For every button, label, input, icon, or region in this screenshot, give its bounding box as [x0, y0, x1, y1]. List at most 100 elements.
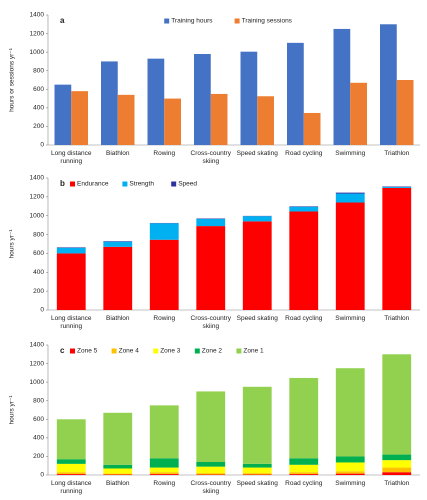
bar-segment [289, 464, 319, 473]
bar-segment [242, 463, 272, 468]
y-axis-label: hours yr⁻¹ [9, 229, 16, 259]
legend-label: Zone 1 [243, 348, 264, 355]
y-tick-label: 400 [33, 105, 44, 112]
bar-segment [335, 202, 365, 310]
y-tick-label: 200 [33, 453, 44, 460]
bar-segment [335, 193, 365, 203]
bar-segment [242, 473, 272, 475]
bar-segment [149, 223, 179, 240]
bar-segment [289, 472, 319, 475]
bar-segment [196, 473, 226, 475]
bar-segment [103, 241, 133, 247]
bar-segment [242, 221, 272, 310]
bar-segment [335, 473, 365, 475]
y-tick-label: 200 [33, 288, 44, 295]
bar-segment [149, 467, 179, 473]
bar-segment [382, 472, 412, 475]
x-tick-label: Swimming [335, 480, 366, 487]
y-tick-label: 800 [33, 231, 44, 238]
x-tick-label: Long distance running [51, 150, 92, 165]
bar-segment [149, 472, 179, 475]
bar [210, 93, 228, 145]
legend-swatch [111, 348, 117, 354]
x-tick-label: Triathlon [384, 315, 410, 322]
bar-segment [196, 466, 226, 474]
bar-segment [103, 473, 133, 475]
bar [194, 54, 211, 145]
x-tick-label: Biathlon [106, 315, 130, 322]
bar-segment [289, 206, 319, 212]
legend-label: Zone 5 [77, 348, 98, 355]
y-axis-label: hours yr⁻¹ [9, 395, 16, 425]
x-tick-label: Cross-country skiing [190, 150, 231, 165]
legend-swatch [171, 181, 177, 187]
bar [350, 82, 367, 145]
x-tick-label: Speed skating [236, 480, 278, 487]
y-tick-label: 1200 [30, 30, 45, 37]
legend-label: Zone 4 [119, 348, 140, 355]
y-tick-label: 1200 [30, 360, 45, 367]
x-tick-label: Rowing [153, 315, 176, 322]
bar-segment [56, 472, 86, 475]
bar-segment [335, 192, 365, 194]
bar-segment [289, 377, 319, 459]
legend-label: Speed [178, 181, 197, 188]
bar [303, 112, 321, 145]
x-tick-label: Road cycling [285, 480, 323, 487]
bar-segment [56, 459, 86, 464]
x-tick-label: Triathlon [384, 150, 410, 157]
legend-label: Strength [129, 181, 154, 188]
legend-label: Zone 2 [202, 348, 223, 355]
y-tick-label: 600 [33, 250, 44, 257]
x-tick-label: Speed skating [236, 315, 278, 322]
bar-segment [196, 226, 226, 310]
legend-swatch [153, 348, 159, 354]
y-tick-label: 1400 [30, 175, 45, 182]
bar-segment [196, 391, 226, 462]
x-tick-label: Long distance running [51, 480, 92, 495]
bar-segment [103, 246, 133, 310]
y-tick-label: 0 [40, 307, 44, 314]
legend-label: Endurance [77, 181, 109, 188]
bar-segment [335, 368, 365, 457]
bar-segment [382, 187, 412, 310]
bar [164, 98, 181, 145]
y-tick-label: 600 [33, 86, 44, 93]
bar [287, 42, 304, 145]
y-tick-label: 1000 [30, 49, 45, 56]
x-tick-label: Triathlon [384, 480, 410, 487]
bar-segment [149, 405, 179, 459]
bar [54, 84, 72, 145]
bar-segment [335, 471, 365, 474]
x-tick-label: Biathlon [106, 480, 130, 487]
bar-segment [103, 412, 133, 465]
bar-segment [382, 186, 412, 188]
bar [257, 96, 274, 145]
y-tick-label: 800 [33, 67, 44, 74]
bar-segment [382, 460, 412, 468]
bar-segment [335, 456, 365, 463]
bar [396, 80, 414, 145]
bar-segment [382, 467, 412, 473]
bar-segment [149, 474, 179, 475]
bar-segment [382, 354, 412, 455]
x-tick-label: Road cycling [285, 150, 323, 157]
x-tick-label: Cross-country skiing [190, 315, 231, 330]
x-tick-label: Swimming [335, 315, 366, 322]
legend-swatch [194, 348, 200, 354]
y-tick-label: 1000 [30, 212, 45, 219]
x-tick-label: Rowing [153, 150, 176, 157]
bar [71, 91, 88, 145]
bar-segment [242, 467, 272, 474]
x-tick-label: Biathlon [106, 150, 130, 157]
y-tick-label: 600 [33, 416, 44, 423]
y-tick-label: 1200 [30, 194, 45, 201]
bar [147, 58, 165, 146]
y-tick-label: 0 [40, 472, 44, 479]
bar-segment [289, 211, 319, 310]
y-tick-label: 0 [40, 142, 44, 149]
y-tick-label: 1000 [30, 379, 45, 386]
bar-segment [382, 454, 412, 461]
